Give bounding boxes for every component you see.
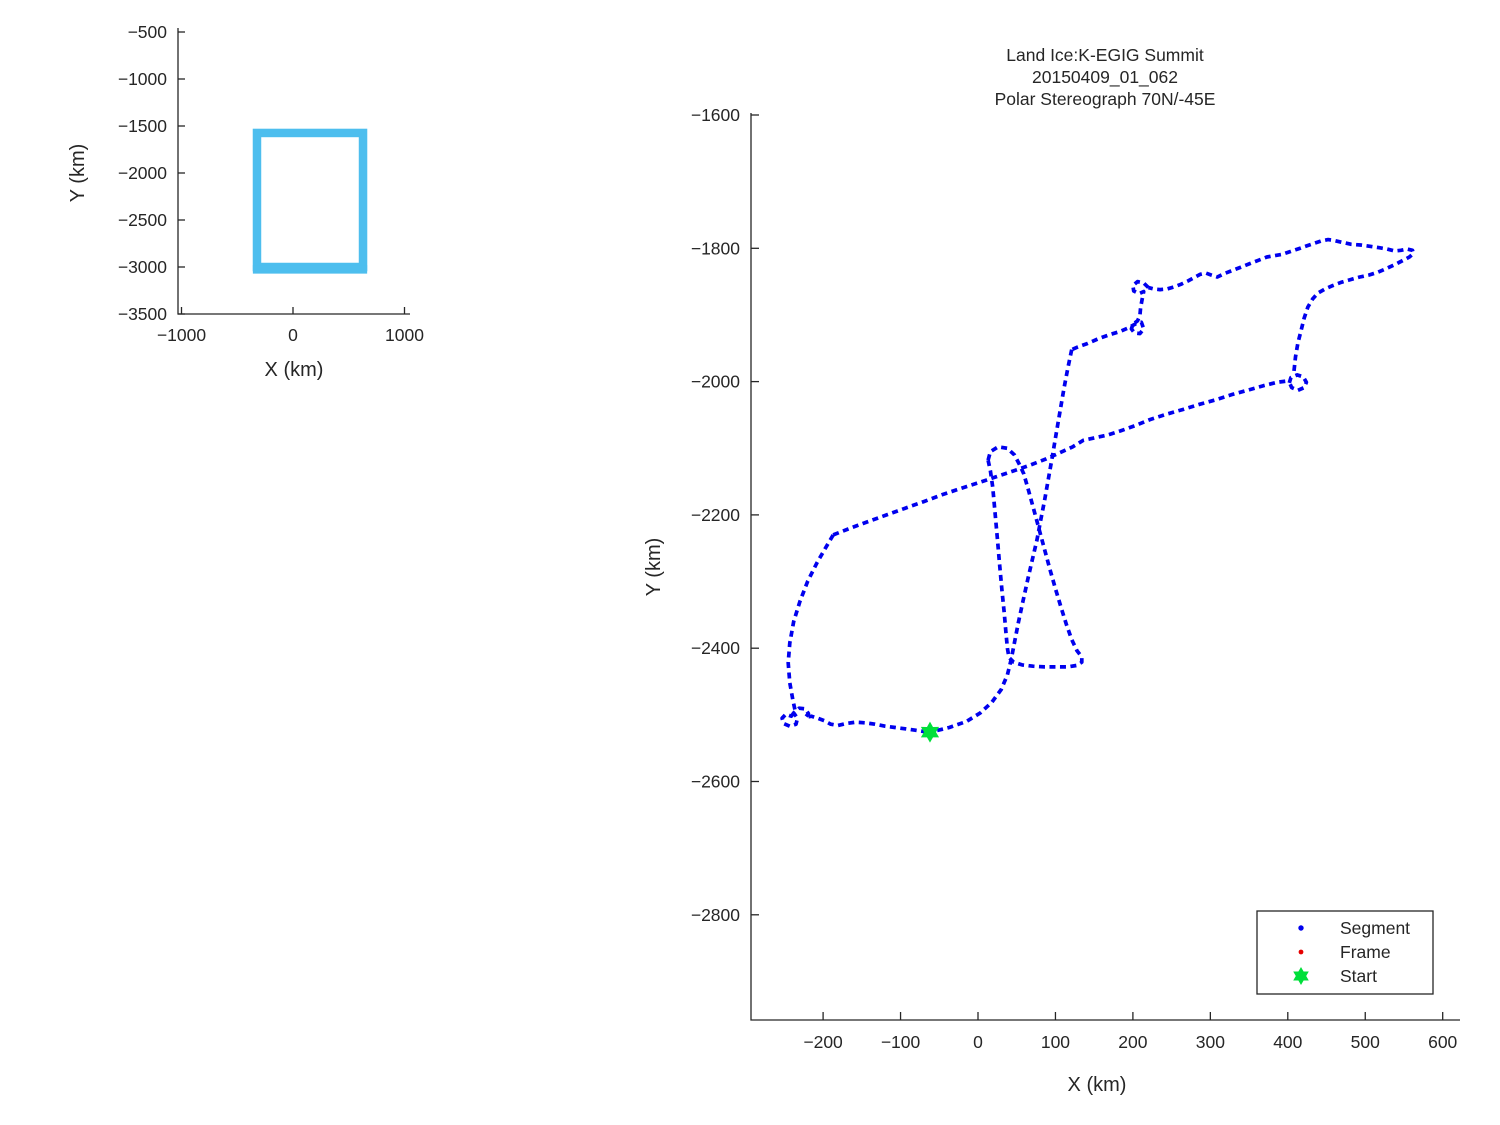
main-x-tick-label: 100 — [1041, 1032, 1070, 1052]
main-y-tick-label: −1800 — [691, 238, 740, 258]
flight-path-strand-turn-circle — [1287, 373, 1309, 393]
overview-y-tick-label: −2000 — [118, 163, 167, 183]
main-y-axis-label: Y (km) — [643, 538, 665, 597]
main-x-tick-label: 300 — [1196, 1032, 1225, 1052]
overview-x-axis-label: X (km) — [265, 359, 324, 381]
main-y-tick-label: −2800 — [691, 905, 740, 925]
overview-y-tick-label: −500 — [128, 22, 168, 42]
overview-y-axis-label: Y (km) — [67, 144, 89, 203]
main-ticks: −1600 −1800 −2000 −2200 −2400 −2600 −2800 −200 −… — [691, 105, 1458, 1052]
legend-start-hexagram-icon — [1293, 967, 1309, 985]
legend-start-label: Start — [1340, 966, 1377, 986]
main-x-tick-label: −200 — [803, 1032, 843, 1052]
flight-path-strand-north-run-and-top-return — [1147, 237, 1416, 372]
flight-path-strand-racetrack-loop — [986, 445, 1084, 669]
overview-y-tick-label: −1000 — [118, 69, 167, 89]
legend: Segment Frame Start — [1256, 910, 1434, 995]
main-title-line-3: Polar Stereograph 70N/-45E — [995, 89, 1216, 109]
legend-frame-label: Frame — [1340, 942, 1391, 962]
main-plot: Land Ice:K-EGIG Summit 20150409_01_062 P… — [643, 45, 1460, 1096]
overview-x-tick-label: −1000 — [157, 325, 206, 345]
legend-box — [1256, 910, 1434, 995]
main-title-line-2: 20150409_01_062 — [1032, 67, 1178, 88]
legend-segment-dot-icon — [1298, 925, 1304, 931]
main-y-tick-label: −2400 — [691, 638, 740, 658]
overview-ticks: −500−1000−1500−2000−2500−3000−3500−1000 0… — [118, 22, 424, 345]
overview-x-tick-label: 0 — [288, 325, 298, 345]
coverage-box-outline — [252, 128, 368, 272]
main-x-tick-label: −100 — [881, 1032, 921, 1052]
flight-path-strand-bowtie-ribbon-turn — [1070, 279, 1150, 352]
legend-frame-dot-icon — [1298, 949, 1304, 955]
flight-path-strand-transit-northeast — [832, 379, 1289, 537]
flight-path-strand-steep-descent-to-start — [929, 349, 1074, 734]
main-x-tick-label: 200 — [1118, 1032, 1147, 1052]
main-y-tick-label: −2200 — [691, 505, 740, 525]
legend-segment-label: Segment — [1340, 918, 1410, 938]
main-x-tick-label: 0 — [973, 1032, 983, 1052]
overview-x-tick-label: 1000 — [385, 325, 424, 345]
start-marker-hexagram — [920, 721, 940, 743]
main-x-tick-label: 400 — [1273, 1032, 1302, 1052]
main-title-line-1: Land Ice:K-EGIG Summit — [1006, 45, 1204, 65]
overview-box-layer — [252, 128, 368, 274]
overview-y-tick-label: −3500 — [118, 304, 167, 324]
main-x-tick-label: 600 — [1428, 1032, 1457, 1052]
main-y-tick-label: −2600 — [691, 772, 740, 792]
flight-path-strand-west-leg-and-knot — [780, 533, 931, 735]
main-y-tick-label: −2000 — [691, 372, 740, 392]
overview-plot: −500−1000−1500−2000−2500−3000−3500−1000 0… — [67, 22, 424, 381]
overview-y-tick-label: −2500 — [118, 210, 167, 230]
main-axis-spines — [750, 113, 1460, 1021]
overview-y-tick-label: −1500 — [118, 116, 167, 136]
overview-y-tick-label: −3000 — [118, 257, 167, 277]
main-x-tick-label: 500 — [1351, 1032, 1380, 1052]
flight-track-layer — [780, 237, 1416, 743]
main-y-tick-label: −1600 — [691, 105, 740, 125]
main-x-axis-label: X (km) — [1068, 1074, 1127, 1096]
